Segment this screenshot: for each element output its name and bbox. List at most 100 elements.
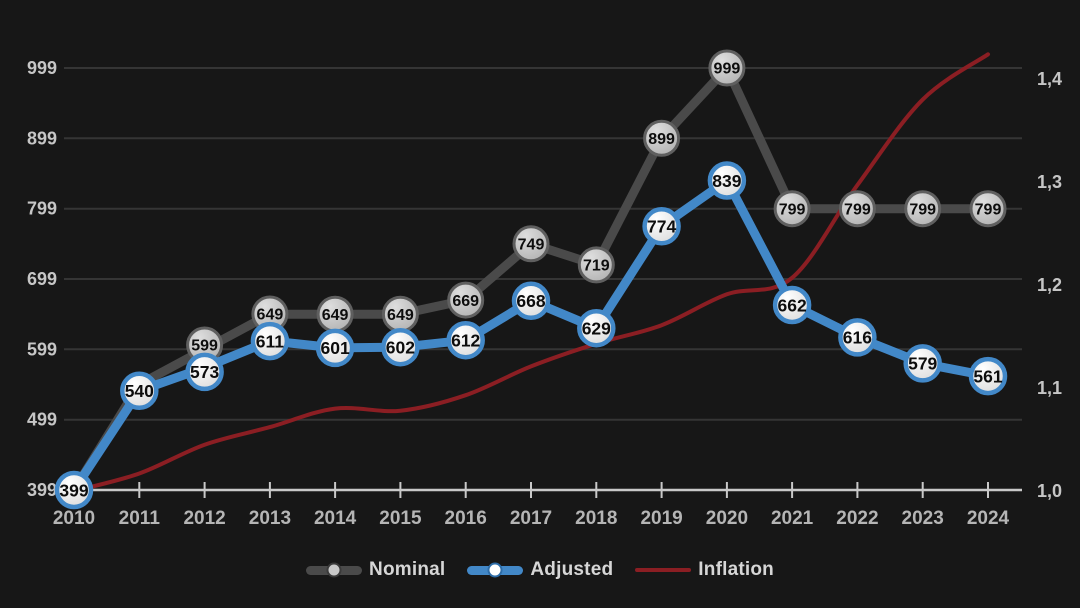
nominal-marker-value: 899: [648, 131, 675, 148]
nominal-marker-value: 999: [714, 61, 741, 78]
marker-adjusted-2023[interactable]: 579: [903, 344, 942, 383]
right-axis-tick-label: 1,1: [1037, 378, 1062, 398]
marker-adjusted-2016[interactable]: 612: [446, 320, 485, 360]
adjusted-marker-value: 602: [386, 338, 415, 358]
left-axis-tick-label: 399: [27, 480, 57, 500]
adjusted-marker-circle: [250, 321, 290, 361]
x-axis-tick-label: 2018: [575, 508, 617, 529]
adjusted-marker-circle: [446, 320, 485, 360]
marker-adjusted-2013[interactable]: 611: [250, 321, 290, 361]
x-axis-tick-label: 2019: [640, 508, 682, 529]
marker-adjusted-2010[interactable]: 399: [54, 470, 94, 510]
left-axis-tick-label: 899: [27, 128, 57, 148]
right-axis-tick-label: 1,4: [1037, 69, 1062, 89]
marker-nominal-2017[interactable]: 749: [512, 225, 550, 263]
adjusted-marker-value: 612: [451, 331, 480, 351]
legend-item-adjusted[interactable]: Adjusted: [467, 559, 613, 581]
adjusted-marker-circle: [120, 371, 159, 411]
x-axis-tick-label: 2017: [510, 508, 552, 529]
x-axis-tick-label: 2015: [379, 508, 422, 529]
nominal-marker-value: 669: [452, 293, 479, 310]
adjusted-marker-circle: [642, 207, 681, 246]
right-axis-tick-label: 1,0: [1037, 481, 1062, 501]
x-axis-tick-label: 2023: [902, 508, 944, 529]
marker-adjusted-2017[interactable]: 668: [511, 281, 551, 321]
x-axis-tick-label: 2011: [119, 508, 161, 529]
left-axis-tick-label: 799: [27, 199, 57, 219]
marker-nominal-2015[interactable]: 649: [381, 295, 419, 333]
adjusted-marker-circle: [772, 285, 812, 325]
adjusted-marker-value: 839: [712, 171, 741, 191]
nominal-legend-swatch-icon: [306, 562, 363, 578]
adjusted-marker-value: 629: [582, 319, 611, 339]
nominal-marker-value: 799: [909, 201, 936, 218]
adjusted-marker-circle: [968, 356, 1008, 396]
marker-adjusted-2019[interactable]: 774: [642, 207, 681, 246]
legend-label-inflation: Inflation: [698, 559, 774, 580]
marker-adjusted-2020[interactable]: 839: [707, 161, 747, 200]
adjusted-marker-circle: [903, 344, 942, 383]
x-axis-tick-label: 2010: [53, 508, 95, 529]
adjusted-marker-value: 579: [908, 354, 937, 374]
marker-nominal-2019[interactable]: 899: [643, 119, 681, 157]
adjusted-marker-circle: [54, 470, 94, 510]
adjusted-marker-value: 601: [320, 338, 349, 358]
legend: Nominal Adjusted Inflation: [0, 559, 1080, 581]
nominal-marker-circle: [969, 190, 1007, 228]
x-axis-tick-label: 2012: [183, 508, 225, 529]
x-axis-tick-label: 2020: [706, 508, 748, 529]
marker-adjusted-2015[interactable]: 602: [381, 327, 420, 367]
nominal-marker-value: 649: [322, 307, 349, 324]
marker-nominal-2020[interactable]: 999: [708, 49, 746, 87]
marker-nominal-2024[interactable]: 799: [969, 190, 1007, 228]
marker-adjusted-2021[interactable]: 662: [772, 285, 812, 325]
marker-nominal-2012[interactable]: 599: [186, 326, 224, 364]
legend-item-inflation[interactable]: Inflation: [635, 559, 774, 581]
x-axis-tick-label: 2022: [836, 508, 878, 529]
marker-nominal-2023[interactable]: 799: [904, 190, 942, 228]
inflation-legend-swatch-icon: [635, 568, 692, 572]
nominal-marker-value: 799: [844, 201, 871, 218]
left-axis-tick-label: 599: [27, 339, 57, 359]
marker-adjusted-2018[interactable]: 629: [577, 308, 616, 348]
nominal-marker-circle: [512, 225, 550, 263]
adjusted-marker-value: 540: [125, 381, 154, 401]
x-axis-tick-label: 2016: [445, 508, 487, 529]
adjusted-marker-value: 616: [843, 328, 872, 348]
adjusted-marker-value: 561: [973, 366, 1002, 386]
nominal-marker-value: 599: [191, 338, 218, 355]
marker-nominal-2022[interactable]: 799: [838, 190, 876, 228]
adjusted-marker-value: 668: [516, 291, 545, 311]
adjusted-legend-dot-icon: [487, 562, 503, 578]
x-axis-tick-label: 2021: [771, 508, 814, 529]
legend-item-nominal[interactable]: Nominal: [306, 559, 445, 581]
nominal-marker-circle: [643, 119, 681, 157]
marker-nominal-2016[interactable]: 669: [447, 281, 485, 319]
nominal-marker-circle: [838, 190, 876, 228]
x-axis-tick-label: 2014: [314, 508, 357, 529]
marker-adjusted-2012[interactable]: 573: [185, 352, 224, 392]
marker-adjusted-2011[interactable]: 540: [120, 371, 159, 411]
adjusted-marker-circle: [381, 327, 420, 367]
marker-nominal-2018[interactable]: 719: [577, 246, 615, 284]
inflation-line: [72, 52, 990, 493]
marker-adjusted-2022[interactable]: 616: [838, 318, 877, 357]
nominal-marker-value: 719: [583, 258, 610, 275]
nominal-marker-value: 799: [975, 201, 1002, 218]
adjusted-marker-value: 573: [190, 362, 219, 382]
marker-adjusted-2014[interactable]: 601: [315, 328, 355, 368]
x-axis-tick-label: 2013: [249, 508, 291, 529]
adjusted-marker-circle: [838, 318, 877, 357]
nominal-marker-circle: [447, 281, 485, 319]
adjusted-marker-circle: [577, 308, 616, 348]
marker-nominal-2014[interactable]: 649: [316, 295, 354, 333]
left-axis-tick-label: 499: [27, 410, 57, 430]
nominal-marker-value: 799: [779, 201, 806, 218]
adjusted-marker-value: 611: [256, 331, 284, 351]
marker-adjusted-2024[interactable]: 561: [968, 356, 1008, 396]
marker-nominal-2021[interactable]: 799: [773, 190, 811, 228]
adjusted-marker-value: 774: [647, 217, 676, 237]
right-axis-tick-label: 1,3: [1037, 172, 1062, 192]
